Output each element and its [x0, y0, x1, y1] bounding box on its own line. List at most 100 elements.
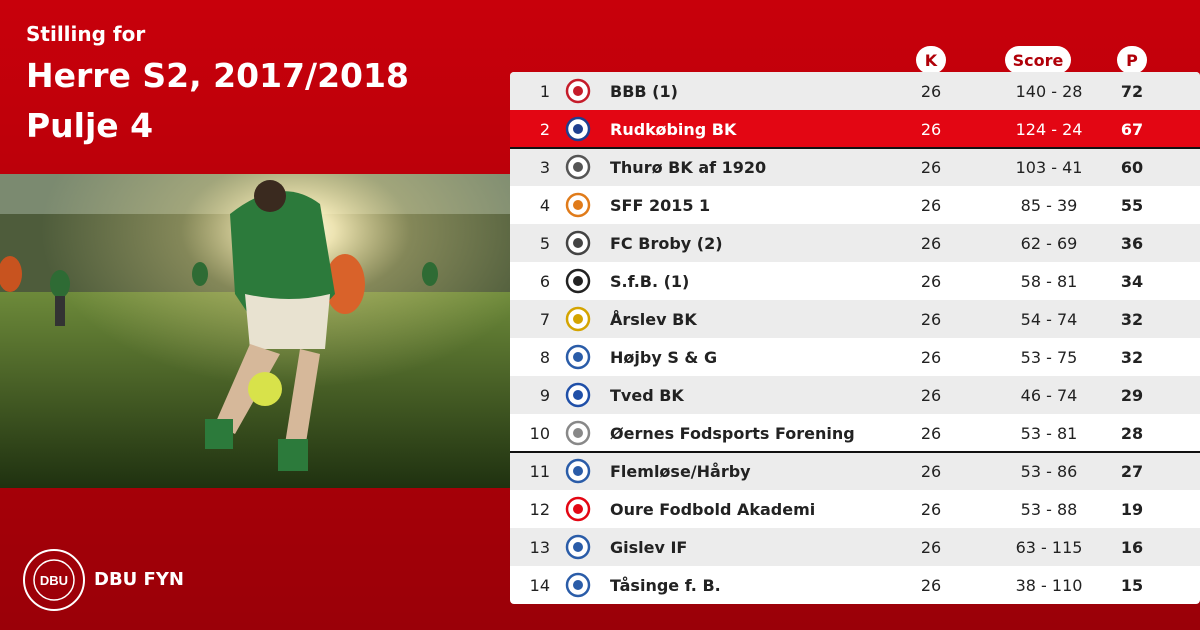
matches-played: 26 [920, 233, 942, 253]
matches-played: 26 [920, 81, 942, 101]
hojby-crest-icon [565, 344, 591, 370]
row-position: 7 [539, 309, 550, 329]
table-row: 6 S.f.B. (1) 26 58 - 81 34 [510, 262, 1200, 300]
goal-score: 63 - 115 [1015, 537, 1083, 557]
row-position: 13 [529, 537, 550, 557]
divider [510, 147, 1200, 149]
matches-played: 26 [920, 537, 942, 557]
row-position: 5 [539, 233, 550, 253]
team-name: S.f.B. (1) [610, 271, 690, 291]
matches-played: 26 [920, 385, 942, 405]
goal-score: 140 - 28 [1015, 81, 1083, 101]
points: 29 [1120, 385, 1144, 405]
matches-played: 26 [920, 157, 942, 177]
arslev-crest-icon [565, 306, 591, 332]
table-row: 12 Oure Fodbold Akademi 26 53 - 88 19 [510, 490, 1200, 528]
points: 55 [1120, 195, 1144, 215]
points: 32 [1120, 347, 1144, 367]
oure-crest-icon [565, 496, 591, 522]
row-position: 1 [539, 81, 550, 101]
points: 67 [1120, 119, 1144, 139]
row-position: 10 [529, 423, 550, 443]
subtitle: Stilling for [26, 22, 146, 46]
page-title: Herre S2, 2017/2018 [26, 56, 409, 95]
oernes-crest-icon [565, 420, 591, 446]
table-row: 5 FC Broby (2) 26 62 - 69 36 [510, 224, 1200, 262]
goal-score: 85 - 39 [1020, 195, 1078, 215]
goal-score: 53 - 81 [1020, 423, 1078, 443]
tasinge-crest-icon [565, 572, 591, 598]
points: 32 [1120, 309, 1144, 329]
sfb-crest-icon [565, 268, 591, 294]
divider [510, 451, 1200, 453]
team-name: Gislev IF [610, 537, 688, 557]
table-row: 3 Thurø BK af 1920 26 103 - 41 60 [510, 148, 1200, 186]
row-position: 14 [529, 575, 550, 595]
table-row: 14 Tåsinge f. B. 26 38 - 110 15 [510, 566, 1200, 604]
goal-score: 54 - 74 [1020, 309, 1078, 329]
table-row: 8 Højby S & G 26 53 - 75 32 [510, 338, 1200, 376]
row-position: 4 [539, 195, 550, 215]
team-name: Højby S & G [610, 347, 718, 367]
team-name: BBB (1) [610, 81, 678, 101]
row-position: 9 [539, 385, 550, 405]
matches-played: 26 [920, 271, 942, 291]
row-position: 8 [539, 347, 550, 367]
matches-played: 26 [920, 119, 942, 139]
team-name: Øernes Fodsports Forening [610, 423, 855, 443]
team-name: Thurø BK af 1920 [610, 157, 767, 177]
table-row: 2 Rudkøbing BK 26 124 - 24 67 [510, 110, 1200, 148]
team-name: Oure Fodbold Akademi [610, 499, 816, 519]
svg-text:DBU: DBU [40, 573, 68, 588]
goal-score: 58 - 81 [1020, 271, 1078, 291]
matches-played: 26 [920, 347, 942, 367]
matches-played: 26 [920, 461, 942, 481]
thuro-crest-icon [565, 154, 591, 180]
team-name: Rudkøbing BK [610, 119, 737, 139]
points: 16 [1120, 537, 1144, 557]
matches-played: 26 [920, 575, 942, 595]
table-row: 9 Tved BK 26 46 - 74 29 [510, 376, 1200, 414]
gislev-crest-icon [565, 534, 591, 560]
table-row: 10 Øernes Fodsports Forening 26 53 - 81 28 [510, 414, 1200, 452]
goal-score: 53 - 88 [1020, 499, 1078, 519]
bbb-crest-icon [565, 78, 591, 104]
broby-crest-icon [565, 230, 591, 256]
points: 27 [1120, 461, 1144, 481]
row-position: 6 [539, 271, 550, 291]
flemlose-crest-icon [565, 458, 591, 484]
points: 34 [1120, 271, 1144, 291]
goal-score: 124 - 24 [1015, 119, 1083, 139]
column-header-k: K [916, 46, 946, 74]
team-name: Flemløse/Hårby [610, 461, 751, 481]
row-position: 3 [539, 157, 550, 177]
team-name: Tved BK [610, 385, 684, 405]
matches-played: 26 [920, 499, 942, 519]
pool-title: Pulje 4 [26, 106, 154, 145]
table-row: 11 Flemløse/Hårby 26 53 - 86 27 [510, 452, 1200, 490]
matches-played: 26 [920, 309, 942, 329]
points: 60 [1120, 157, 1144, 177]
football-photo [0, 174, 510, 488]
team-name: SFF 2015 1 [610, 195, 711, 215]
goal-score: 53 - 86 [1020, 461, 1078, 481]
team-name: Årslev BK [610, 309, 697, 329]
goal-score: 38 - 110 [1015, 575, 1083, 595]
points: 28 [1120, 423, 1144, 443]
table-row: 13 Gislev IF 26 63 - 115 16 [510, 528, 1200, 566]
dbu-logo: DBU [23, 549, 85, 611]
tved-crest-icon [565, 382, 591, 408]
table-row: 7 Årslev BK 26 54 - 74 32 [510, 300, 1200, 338]
matches-played: 26 [920, 423, 942, 443]
brand-name: DBU FYN [94, 569, 184, 590]
rudkobing-crest-icon [565, 116, 591, 142]
team-name: Tåsinge f. B. [610, 575, 721, 595]
points: 72 [1120, 81, 1144, 101]
points: 36 [1120, 233, 1144, 253]
table-row: 1 BBB (1) 26 140 - 28 72 [510, 72, 1200, 110]
sff-crest-icon [565, 192, 591, 218]
row-position: 2 [539, 119, 550, 139]
column-header-p: P [1117, 46, 1147, 74]
team-name: FC Broby (2) [610, 233, 723, 253]
goal-score: 53 - 75 [1020, 347, 1078, 367]
